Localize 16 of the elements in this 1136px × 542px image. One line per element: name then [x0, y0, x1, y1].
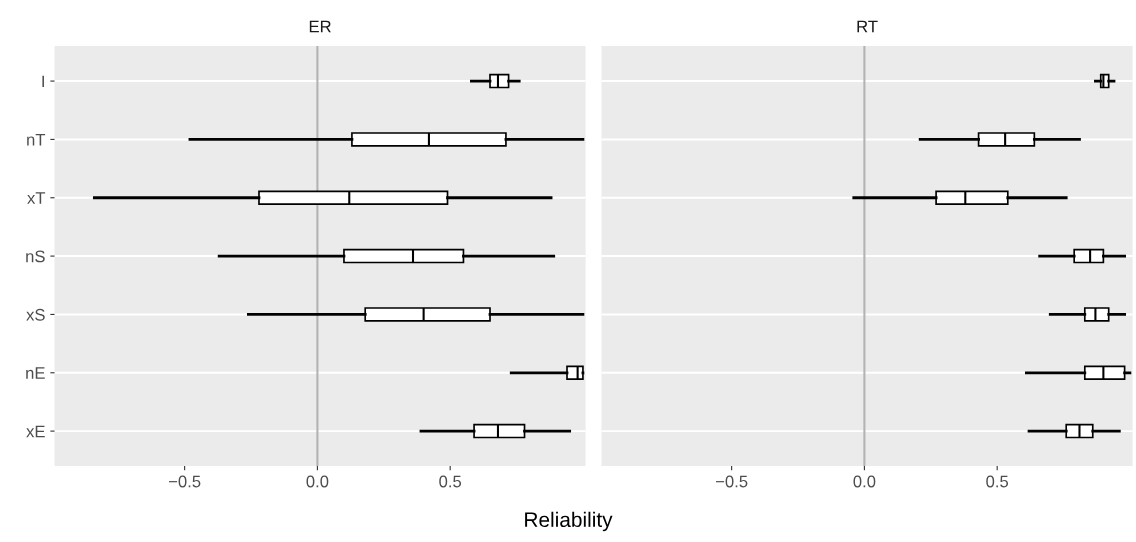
x-tick-label: −0.5: [716, 475, 748, 488]
x-tick-label: 0.5: [439, 475, 462, 488]
y-tick-label: nS: [26, 250, 45, 263]
chart-title: ER: [309, 20, 331, 33]
y-tick-label: nT: [27, 133, 46, 146]
x-tick-label: 0.0: [306, 475, 329, 488]
x-axis-title: Reliability: [525, 511, 613, 532]
x-tick-label: 0.0: [853, 475, 876, 488]
y-tick-label: I: [42, 75, 44, 88]
y-tick-label: xT: [27, 192, 46, 204]
x-tick-label: 0.5: [986, 475, 1009, 488]
chart-title: RT: [857, 20, 878, 33]
y-tick-label: xE: [26, 425, 45, 438]
y-tick-label: nE: [26, 367, 45, 379]
y-tick-label: xS: [26, 308, 45, 321]
x-tick-label: −0.5: [169, 475, 201, 488]
